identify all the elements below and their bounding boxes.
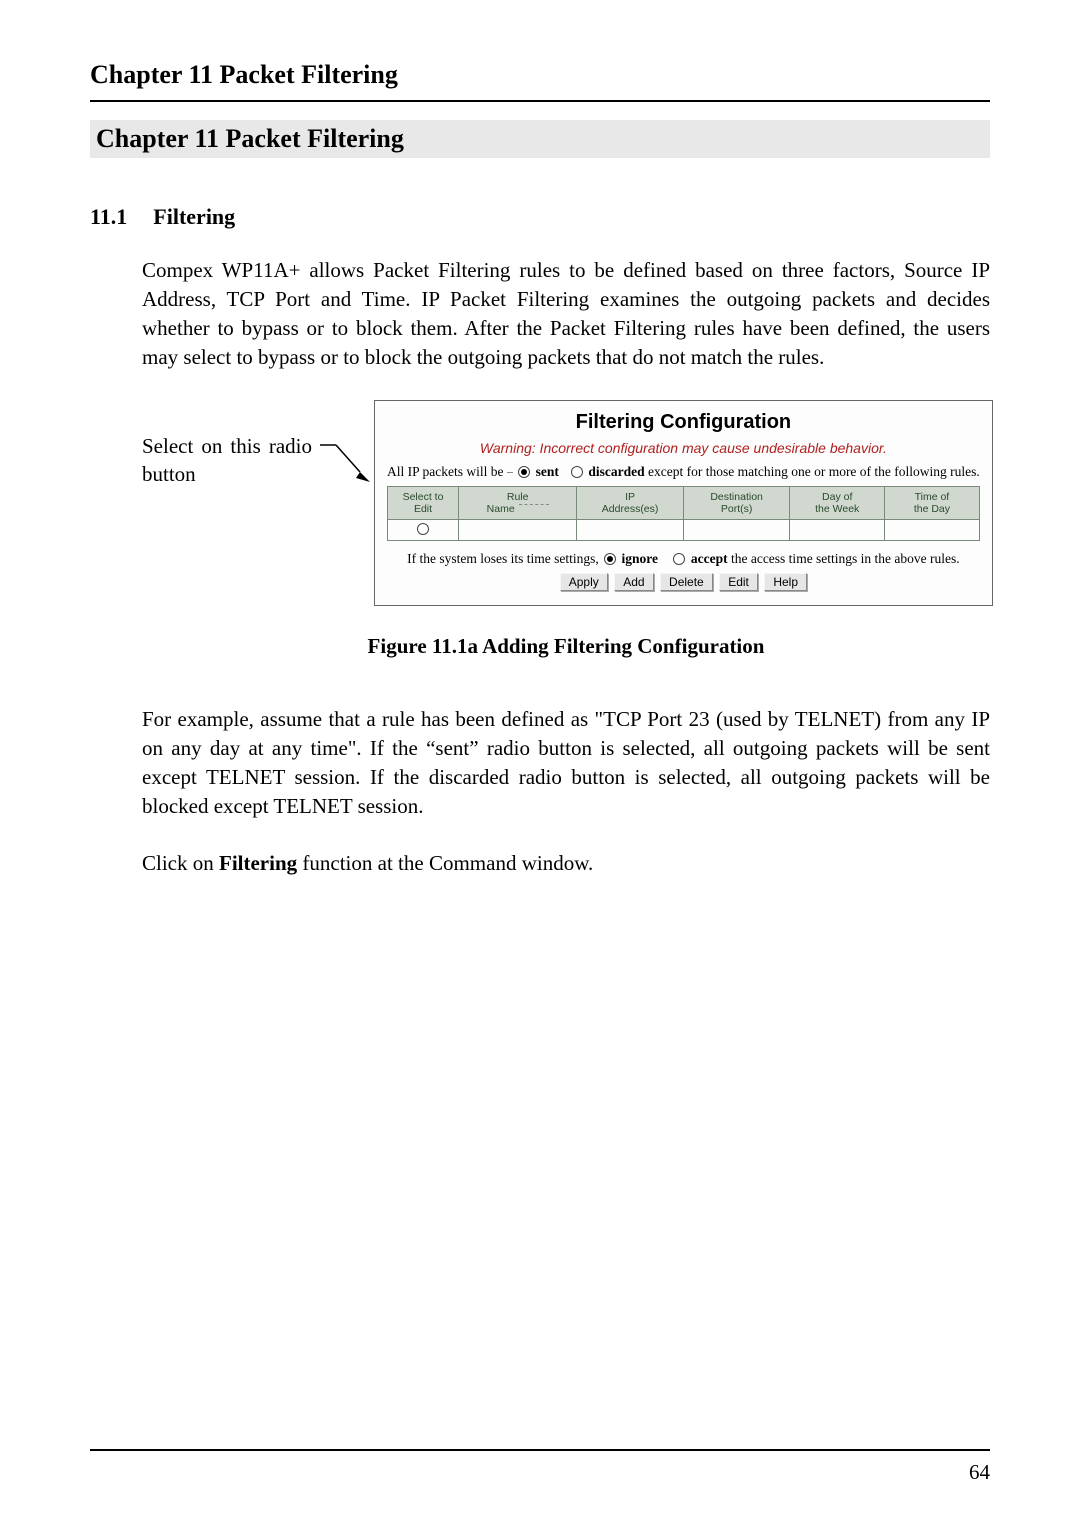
apply-button[interactable]: Apply (560, 573, 608, 591)
panel-buttons: Apply Add Delete Edit Help (387, 573, 980, 591)
rules-table: Select toEdit RuleName IPAddress(es) Des… (387, 486, 980, 541)
panel-title: Filtering Configuration (387, 411, 980, 434)
col-port: DestinationPort(s) (683, 486, 790, 519)
delete-button[interactable]: Delete (660, 573, 713, 591)
p3-post: function at the Command window. (297, 851, 593, 875)
footer-rule (90, 1449, 990, 1451)
col-day: Day ofthe Week (790, 486, 885, 519)
packets-rule-line: All IP packets will be sent discarded ex… (387, 464, 980, 480)
callout-label: Select on this radio button (142, 400, 320, 489)
line2-prefix: If the system loses its time settings, (407, 551, 602, 566)
help-button[interactable]: Help (764, 573, 807, 591)
opt-ignore: ignore (621, 551, 658, 566)
p3-pre: Click on (142, 851, 219, 875)
line1-prefix: All IP packets will be (387, 464, 507, 479)
p3-bold: Filtering (219, 851, 297, 875)
col-select: Select toEdit (388, 486, 459, 519)
callout-arrow (320, 400, 374, 495)
radio-discarded[interactable] (571, 466, 583, 478)
section-title: Filtering (153, 204, 235, 229)
radio-ignore[interactable] (604, 553, 616, 565)
edit-button[interactable]: Edit (719, 573, 758, 591)
filtering-config-panel: Filtering Configuration Warning: Incorre… (374, 400, 993, 606)
paragraph-intro: Compex WP11A+ allows Packet Filtering ru… (142, 256, 990, 372)
section-number: 11.1 (90, 204, 127, 230)
running-header: Chapter 11 Packet Filtering (90, 60, 990, 102)
paragraph-example: For example, assume that a rule has been… (142, 705, 990, 821)
opt-sent: sent (536, 464, 559, 479)
figure-caption: Figure 11.1a Adding Filtering Configurat… (142, 634, 990, 659)
panel-warning: Warning: Incorrect configuration may cau… (387, 440, 980, 456)
figure-row: Select on this radio button Filtering Co… (142, 400, 990, 606)
paragraph-instruction: Click on Filtering function at the Comma… (142, 849, 990, 878)
line2-suffix: the access time settings in the above ru… (731, 551, 960, 566)
col-time: Time ofthe Day (885, 486, 980, 519)
table-row (388, 520, 980, 541)
col-ip: IPAddress(es) (577, 486, 684, 519)
opt-accept: accept (691, 551, 728, 566)
col-rule-name: RuleName (459, 486, 577, 519)
page-number: 64 (969, 1460, 990, 1485)
section-heading: 11.1 Filtering (90, 204, 990, 230)
row-radio-cell[interactable] (388, 520, 459, 541)
time-settings-line: If the system loses its time settings, i… (387, 551, 980, 567)
opt-discarded: discarded (588, 464, 644, 479)
radio-accept[interactable] (673, 553, 685, 565)
radio-sent[interactable] (518, 466, 530, 478)
line1-suffix: except for those matching one or more of… (648, 464, 980, 479)
chapter-title: Chapter 11 Packet Filtering (90, 120, 990, 158)
add-button[interactable]: Add (614, 573, 653, 591)
